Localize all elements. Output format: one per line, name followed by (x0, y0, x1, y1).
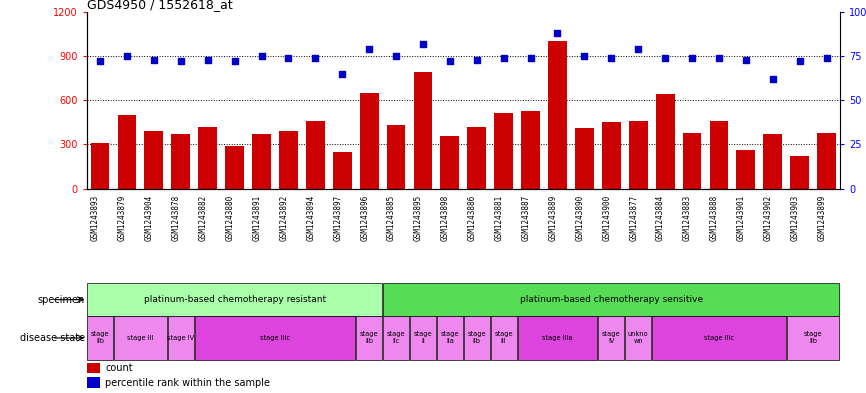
Text: platinum-based chemotherapy resistant: platinum-based chemotherapy resistant (144, 295, 326, 304)
Point (604, 55, 618, 61)
Bar (198, 127, 217, 189)
Bar (279, 131, 298, 189)
Bar (171, 134, 191, 189)
Text: platinum-based chemotherapy sensitive: platinum-based chemotherapy sensitive (520, 295, 703, 304)
Point (497, 55, 511, 61)
Text: count: count (106, 363, 133, 373)
Bar (414, 72, 432, 189)
Bar (145, 131, 164, 189)
Text: stage
IIa: stage IIa (441, 331, 459, 345)
Text: stage
IV: stage IV (602, 331, 621, 345)
Text: stage
III: stage III (494, 331, 513, 345)
Bar (168, 316, 194, 360)
Point (470, 56, 484, 62)
Point (255, 53, 268, 59)
Bar (383, 316, 409, 360)
Point (335, 70, 349, 77)
Point (174, 58, 188, 64)
Point (201, 56, 215, 62)
Text: specimen: specimen (37, 295, 85, 305)
Bar (598, 316, 624, 360)
Bar (87, 362, 100, 373)
Point (94, 58, 107, 64)
Bar (464, 316, 489, 360)
Text: percentile rank within the sample: percentile rank within the sample (106, 378, 270, 387)
Text: stage
IIb: stage IIb (91, 331, 109, 345)
Point (228, 58, 242, 64)
Bar (602, 122, 621, 189)
Bar (709, 121, 728, 189)
Text: unkno
wn: unkno wn (628, 331, 649, 345)
Text: stage
IIb: stage IIb (804, 331, 823, 345)
Text: stage
IIb: stage IIb (468, 331, 486, 345)
Point (389, 53, 403, 59)
Point (578, 53, 591, 59)
Point (416, 40, 430, 47)
Bar (791, 156, 809, 189)
Text: stage
IIc: stage IIc (387, 331, 405, 345)
Bar (359, 93, 378, 189)
Bar (356, 316, 382, 360)
Bar (87, 377, 100, 387)
Point (443, 58, 456, 64)
Point (792, 58, 806, 64)
Point (739, 56, 753, 62)
Bar (491, 316, 517, 360)
Bar (548, 41, 567, 189)
Bar (494, 114, 513, 189)
Point (712, 55, 726, 61)
Point (362, 46, 376, 52)
Bar (252, 134, 271, 189)
Point (551, 30, 565, 36)
Bar (656, 94, 675, 189)
Bar (306, 121, 325, 189)
Point (308, 55, 322, 61)
Bar (625, 316, 651, 360)
Text: stage
II: stage II (414, 331, 432, 345)
Bar (118, 115, 136, 189)
Bar (441, 136, 459, 189)
Point (819, 55, 833, 61)
Bar (437, 316, 462, 360)
Bar (87, 283, 382, 316)
Point (147, 56, 161, 62)
Bar (682, 132, 701, 189)
Point (766, 76, 779, 82)
Bar (225, 146, 244, 189)
Bar (818, 132, 836, 189)
Point (524, 55, 538, 61)
Point (685, 55, 699, 61)
Text: stage IV: stage IV (167, 335, 194, 341)
Text: stage
IIb: stage IIb (359, 331, 378, 345)
Bar (521, 110, 540, 189)
Bar (87, 316, 113, 360)
Bar (333, 152, 352, 189)
Bar (518, 316, 598, 360)
Bar (383, 283, 839, 316)
Bar (468, 127, 486, 189)
Bar (575, 128, 594, 189)
Text: disease state: disease state (20, 333, 85, 343)
Bar (763, 134, 782, 189)
Bar (114, 316, 167, 360)
Bar (652, 316, 785, 360)
Bar (629, 121, 648, 189)
Point (120, 53, 134, 59)
Point (658, 55, 672, 61)
Bar (195, 316, 355, 360)
Text: GDS4950 / 1552618_at: GDS4950 / 1552618_at (87, 0, 232, 11)
Text: stage IIIc: stage IIIc (704, 335, 734, 341)
Bar (736, 150, 755, 189)
Text: stage III: stage III (127, 335, 153, 341)
Bar (386, 125, 405, 189)
Text: stage IIIc: stage IIIc (260, 335, 290, 341)
Bar (410, 316, 436, 360)
Text: stage IIIa: stage IIIa (542, 335, 572, 341)
Bar (786, 316, 839, 360)
Bar (91, 143, 109, 189)
Point (631, 46, 645, 52)
Point (281, 55, 295, 61)
